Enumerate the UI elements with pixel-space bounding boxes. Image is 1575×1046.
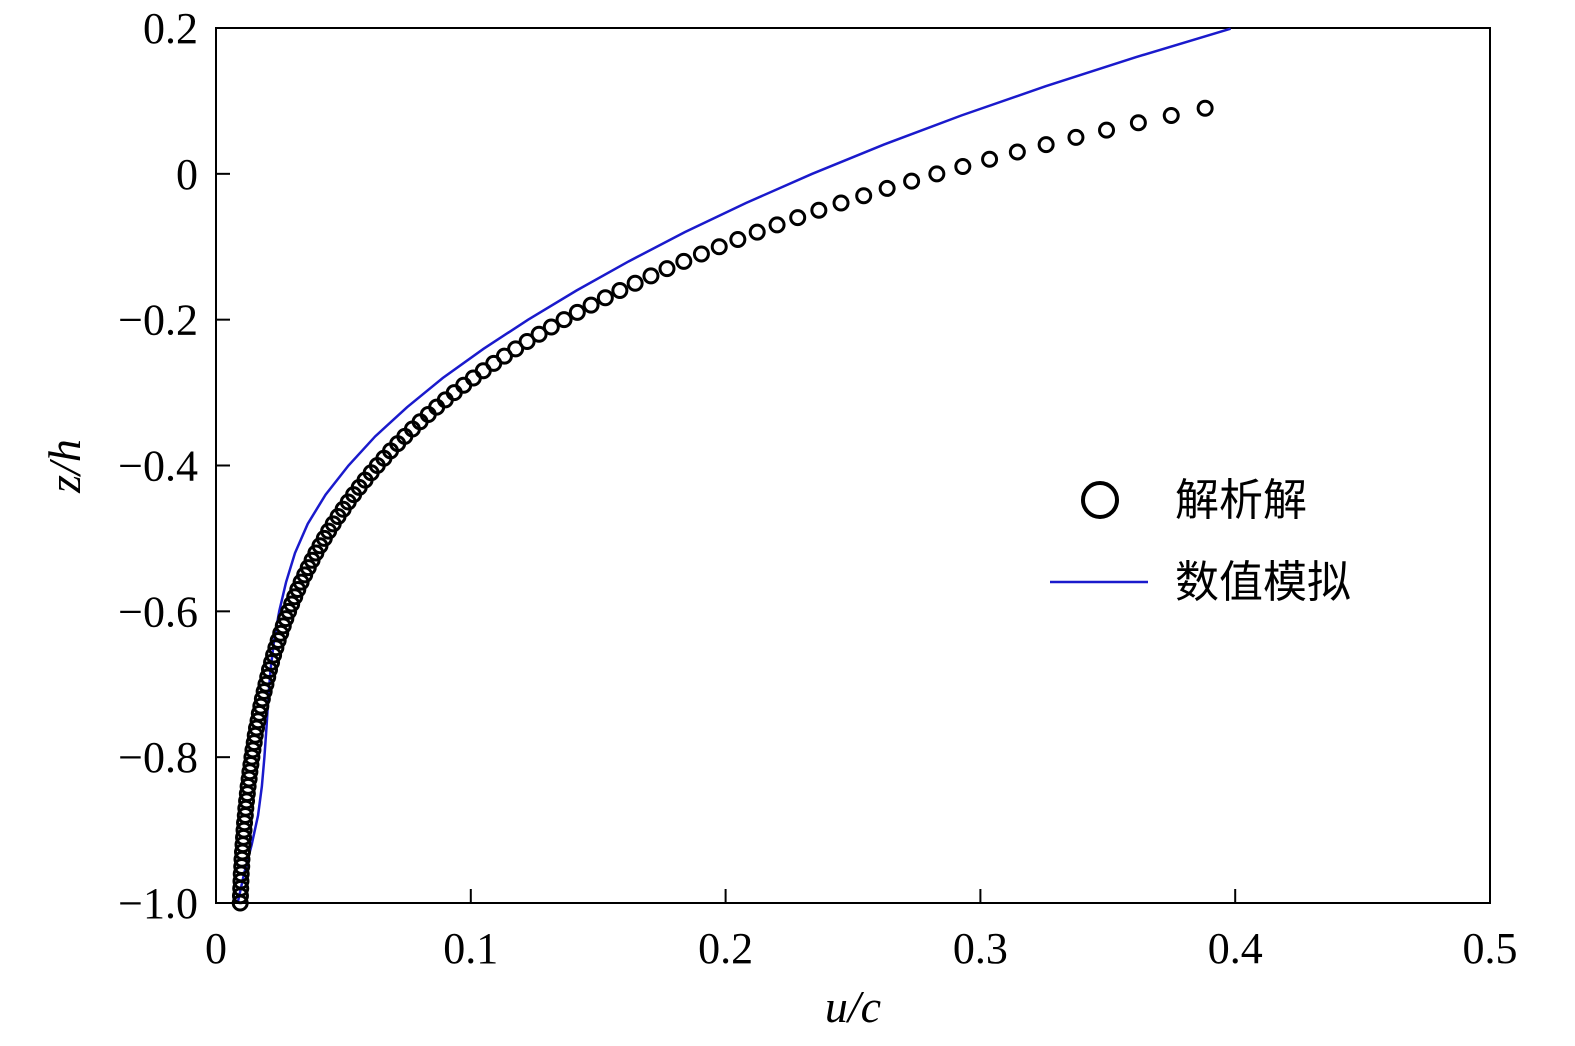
data-point-analytic <box>1037 136 1055 154</box>
data-point-analytic <box>507 340 525 358</box>
data-point-analytic <box>729 230 747 248</box>
x-tick-label: 0.3 <box>953 924 1008 973</box>
series-line-numerical <box>236 27 1231 904</box>
data-point-analytic <box>768 216 786 234</box>
data-point-analytic <box>611 282 629 299</box>
legend-label-numerical: 数值模拟 <box>1175 557 1351 608</box>
data-point-analytic <box>267 639 285 657</box>
x-tick-label: 0.5 <box>1463 924 1518 973</box>
data-point-analytic <box>789 209 807 227</box>
x-tick-label: 0 <box>205 924 227 973</box>
data-point-analytic <box>596 289 614 307</box>
data-point-analytic <box>582 296 600 314</box>
data-point-analytic <box>555 311 573 329</box>
y-tick-label: −0.2 <box>118 296 198 345</box>
x-tick-label: 0.2 <box>698 924 753 973</box>
y-tick-label: 0 <box>176 150 198 199</box>
legend: 解析解 数值模拟 <box>1050 475 1351 608</box>
data-point-analytic <box>530 325 548 343</box>
data-point-analytic <box>878 179 896 197</box>
data-point-analytic <box>1008 143 1026 161</box>
data-point-analytic <box>1196 99 1214 117</box>
data-point-analytic <box>1098 121 1116 139</box>
plot-frame <box>215 27 1491 904</box>
y-tick-label: −0.8 <box>118 733 198 782</box>
data-point-analytic <box>710 238 728 256</box>
data-point-analytic <box>692 245 710 263</box>
data-point-analytic <box>272 624 290 642</box>
data-point-analytic <box>981 150 999 168</box>
data-point-analytic <box>658 260 676 278</box>
data-point-analytic <box>855 187 873 205</box>
data-point-analytic <box>928 165 946 183</box>
data-point-analytic <box>903 172 921 190</box>
data-point-analytic <box>568 303 586 321</box>
data-point-analytic <box>542 318 560 336</box>
data-point-analytic <box>954 158 972 176</box>
y-tick-label: −0.6 <box>118 587 198 636</box>
data-point-analytic <box>1129 114 1147 132</box>
x-axis-ticks: 0 0.1 0.2 0.3 0.4 0.5 <box>205 889 1518 973</box>
data-point-analytic <box>265 646 283 664</box>
y-axis-ticks: 0.2 0 −0.2 −0.4 −0.6 −0.8 −1.0 <box>118 4 230 928</box>
data-point-analytic <box>832 194 850 212</box>
x-tick-label: 0.4 <box>1208 924 1263 973</box>
data-point-analytic <box>263 653 281 671</box>
y-axis-title: z/h <box>39 439 90 494</box>
data-point-analytic <box>269 632 287 649</box>
data-point-analytic <box>455 376 473 394</box>
y-tick-label: 0.2 <box>143 4 198 53</box>
legend-label-analytic: 解析解 <box>1175 475 1307 526</box>
data-point-analytic <box>748 223 766 241</box>
x-tick-label: 0.1 <box>443 924 498 973</box>
data-point-analytic <box>261 661 279 679</box>
data-marks <box>231 27 1231 912</box>
legend-marker-analytic <box>1081 481 1119 519</box>
data-point-analytic <box>626 274 644 292</box>
data-point-analytic <box>675 252 693 270</box>
data-point-analytic <box>810 201 828 219</box>
data-point-analytic <box>518 333 536 351</box>
y-tick-label: −0.4 <box>118 442 198 491</box>
data-point-analytic <box>274 617 292 635</box>
data-point-analytic <box>1067 128 1085 146</box>
data-point-analytic <box>642 267 660 285</box>
y-tick-label: −1.0 <box>118 879 198 928</box>
data-point-analytic <box>1162 107 1180 124</box>
x-axis-title: u/c <box>825 981 881 1032</box>
